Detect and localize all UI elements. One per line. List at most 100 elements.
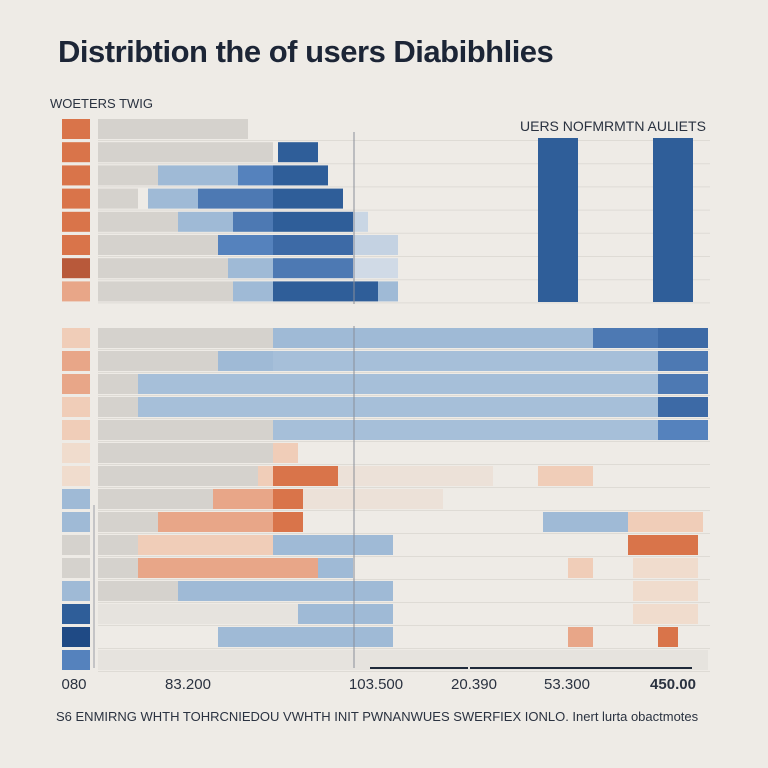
bar-segment	[98, 581, 178, 601]
bar-segment	[218, 235, 273, 255]
category-swatch	[62, 351, 90, 371]
bar-segment	[273, 165, 328, 186]
chart-footnote: S6 ENMIRNG WHTH TOHRCNIEDOU VWHTH INIT P…	[56, 709, 699, 724]
bar-segment	[633, 604, 698, 624]
category-swatch	[62, 627, 90, 647]
bar-segment	[658, 351, 708, 371]
bar-segment	[98, 281, 233, 302]
bar-segment	[138, 397, 658, 417]
category-swatch	[62, 581, 90, 601]
bar-segment	[233, 281, 273, 302]
bar-segment	[98, 466, 258, 486]
category-swatch	[62, 235, 90, 255]
x-tick-label: 450.00	[650, 676, 696, 693]
bar-segment	[98, 235, 218, 255]
bar-segment	[98, 558, 138, 578]
bar-segment	[378, 281, 398, 302]
bar-segment	[628, 535, 698, 555]
bar-segment	[218, 351, 273, 371]
bar-segment	[98, 374, 138, 394]
category-swatch	[62, 119, 90, 139]
bar-segment	[353, 258, 398, 279]
x-tick-label: 53.300	[544, 676, 590, 693]
bar-segment	[98, 211, 178, 232]
bar-segment	[568, 558, 593, 578]
bar-segment	[273, 489, 303, 509]
bar-segment	[273, 512, 303, 532]
category-swatch	[62, 535, 90, 555]
bar-segment	[158, 165, 238, 186]
category-swatch	[62, 466, 90, 486]
bar-segment	[658, 397, 708, 417]
bar-segment	[658, 328, 708, 348]
bar-segment	[298, 604, 393, 624]
bar-segment	[318, 558, 353, 578]
category-swatch	[62, 142, 90, 163]
bar-segment	[628, 512, 703, 532]
tall-bar	[538, 138, 578, 302]
bar-segment	[138, 374, 658, 394]
chart-subtitle: WOETERS TWIG	[50, 96, 154, 111]
legend-label: UERS NOFMRMTN AULIETS	[520, 118, 706, 134]
bar-segment	[273, 581, 393, 601]
bar-segment	[98, 142, 273, 163]
bar-segment	[658, 627, 678, 647]
category-swatch	[62, 211, 90, 232]
bar-segment	[273, 627, 393, 647]
bar-segment	[98, 188, 138, 209]
bar-segment	[213, 489, 273, 509]
category-swatch	[62, 258, 90, 279]
bar-segment	[138, 535, 273, 555]
category-swatch	[62, 165, 90, 186]
bar-segment	[353, 235, 398, 255]
bar-segment	[98, 351, 218, 371]
bar-segment	[273, 188, 343, 209]
bar-segment	[233, 211, 273, 232]
bar-segment	[658, 374, 708, 394]
bar-segment	[633, 558, 698, 578]
x-tick-label: 20.390	[451, 676, 497, 693]
bar-segment	[98, 489, 213, 509]
bar-segment	[273, 235, 353, 255]
bar-segment	[658, 420, 708, 440]
category-swatch	[62, 374, 90, 394]
bar-segment	[538, 466, 593, 486]
bar-segment	[218, 627, 273, 647]
bar-segment	[593, 328, 658, 348]
chart-title: Distribtion the of users Diabibhlies	[58, 34, 554, 69]
bar-segment	[98, 604, 298, 624]
bar-segment	[98, 119, 248, 139]
category-swatch	[62, 489, 90, 509]
bar-segment	[258, 466, 273, 486]
bar-segment	[353, 211, 368, 232]
bar-segment	[273, 443, 298, 463]
category-swatch	[62, 328, 90, 348]
bar-segment	[273, 211, 353, 232]
bar-segment	[98, 512, 158, 532]
bar-segment	[273, 535, 393, 555]
category-swatch	[62, 443, 90, 463]
bar-segment	[98, 328, 273, 348]
bar-segment	[228, 258, 273, 279]
bar-segment	[273, 466, 338, 486]
bar-segment	[238, 165, 273, 186]
bar-segment	[303, 489, 443, 509]
bar-segment	[273, 328, 593, 348]
bar-segment	[98, 443, 273, 463]
category-swatch	[62, 397, 90, 417]
tall-bar	[653, 138, 693, 302]
bar-segment	[543, 512, 628, 532]
bar-segment	[198, 188, 273, 209]
bar-segment	[178, 581, 273, 601]
bar-segment	[633, 581, 698, 601]
bar-segment	[98, 650, 708, 670]
bar-segment	[278, 142, 318, 163]
bar-segment	[273, 351, 658, 371]
category-swatch	[62, 650, 90, 670]
category-swatch	[62, 512, 90, 532]
x-tick-label: 103.500	[348, 676, 404, 693]
category-swatch	[62, 281, 90, 302]
bar-segment	[98, 420, 273, 440]
category-swatch	[62, 604, 90, 624]
